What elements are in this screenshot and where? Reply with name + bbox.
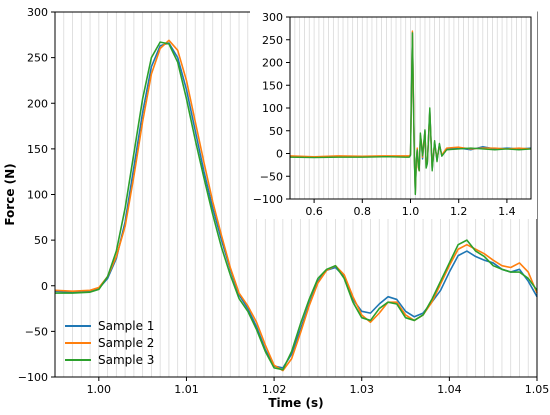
main-y-tick-label: 300 (27, 6, 48, 19)
main-y-tick-label: 250 (27, 52, 48, 65)
main-x-tick-label: 1.00 (87, 383, 112, 396)
inset-x-tick-label: 0.8 (354, 205, 372, 218)
main-x-tick-label: 1.03 (349, 383, 374, 396)
y-axis-title: Force (N) (3, 163, 17, 225)
inset-y-tick-label: 150 (262, 79, 283, 92)
inset-grid (289, 17, 532, 199)
legend-label-1: Sample 1 (98, 319, 154, 333)
main-series (54, 39, 538, 372)
main-x-tick-label: 1.05 (525, 383, 550, 396)
main-y-tick-label: −100 (18, 371, 48, 384)
inset-y-tick-label: −100 (253, 193, 283, 206)
main-x-tick-label: 1.04 (437, 383, 462, 396)
inset-x-tick-label: 0.6 (305, 205, 323, 218)
main-series-line-1 (54, 42, 538, 369)
inset-background (250, 11, 537, 219)
main-y-tick-label: 50 (34, 234, 48, 247)
inset-x-tick-label: 1.0 (402, 205, 420, 218)
main-x-tick-label: 1.02 (262, 383, 287, 396)
inset-y-tick-label: 0 (276, 148, 283, 161)
inset-y-tick-label: −50 (260, 170, 283, 183)
inset-y-tick-label: 50 (269, 125, 283, 138)
x-axis-title: Time (s) (268, 396, 323, 410)
main-y-tick-label: −50 (25, 325, 48, 338)
main-y-tick-label: 200 (27, 97, 48, 110)
inset-y-tick-label: 250 (262, 34, 283, 47)
legend: Sample 1 Sample 2 Sample 3 (65, 319, 154, 367)
main-y-tick-label: 0 (41, 280, 48, 293)
inset-series-line-3 (289, 32, 532, 196)
main-series-line-2 (54, 39, 538, 372)
inset-axes: 0.6 0.8 1.0 1.2 1.4 −100 −50 0 50 100 150 200 250 300 (253, 11, 532, 218)
main-series-line-3 (55, 41, 538, 371)
legend-label-3: Sample 3 (98, 353, 154, 367)
inset-y-tick-label: 200 (262, 57, 283, 70)
main-y-tick-label: 150 (27, 143, 48, 156)
inset-x-tick-label: 1.2 (450, 205, 468, 218)
inset-y-tick-label: 300 (262, 11, 283, 24)
legend-label-2: Sample 2 (98, 336, 154, 350)
inset-series (289, 30, 532, 196)
main-x-tick-label: 1.01 (174, 383, 199, 396)
inset-x-tick-label: 1.4 (498, 205, 516, 218)
inset-y-tick-label: 100 (262, 102, 283, 115)
main-y-tick-label: 100 (27, 189, 48, 202)
